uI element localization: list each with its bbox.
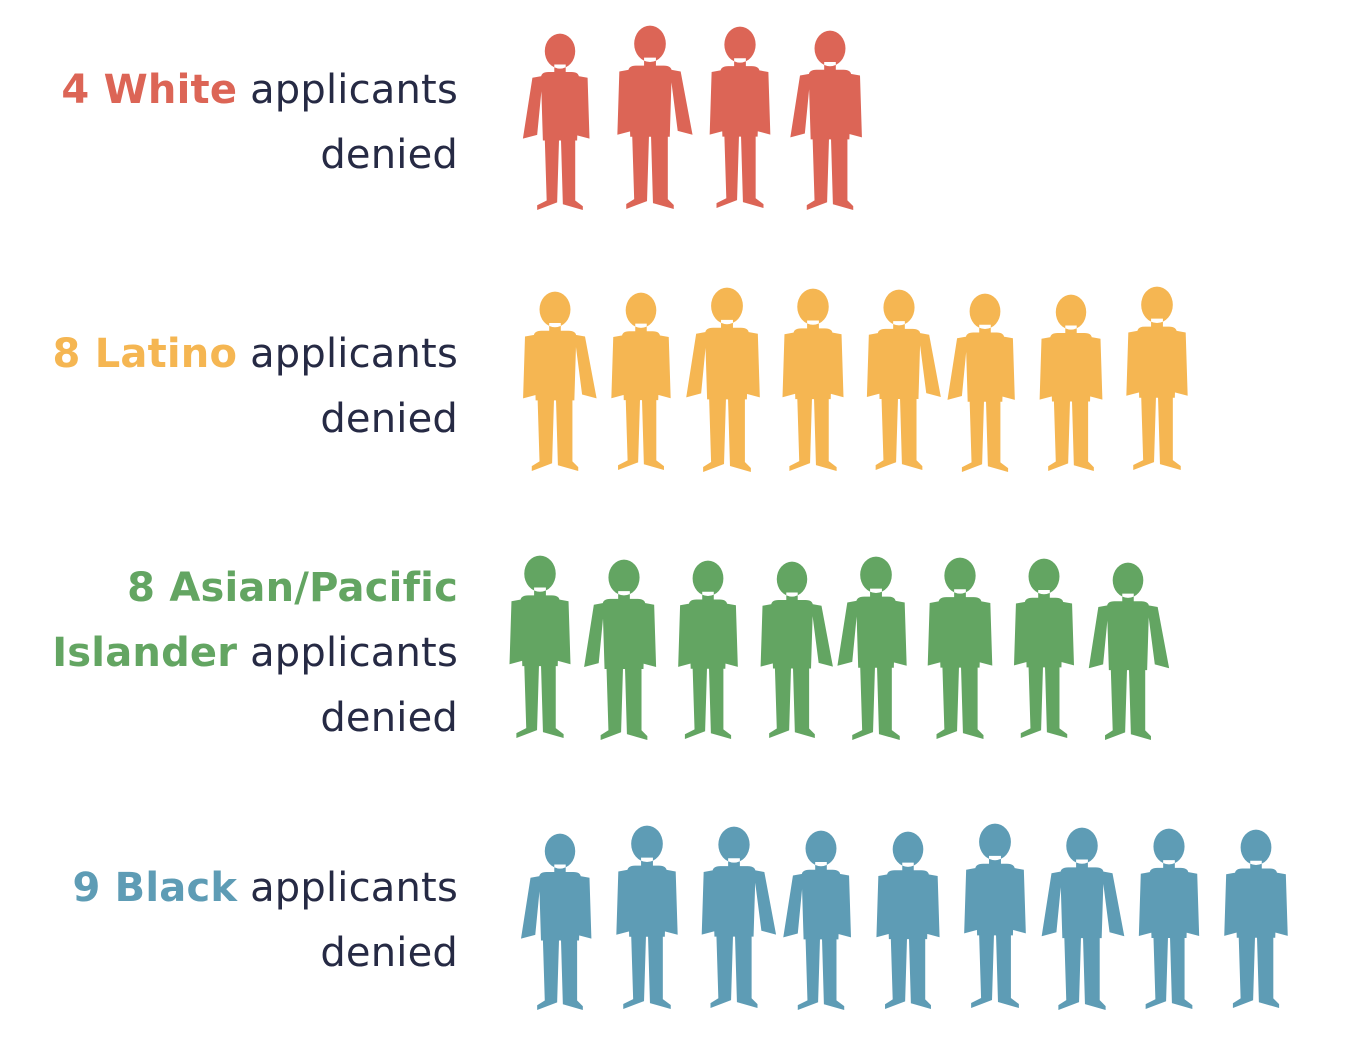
person-icon — [611, 292, 671, 470]
person-icon — [678, 560, 738, 739]
person-icon — [584, 559, 657, 740]
group-label-latino: 8 Latino applicants denied — [52, 331, 458, 442]
person-icon — [509, 555, 571, 738]
group-highlight-asian: 8 Asian/Pacific — [127, 565, 458, 611]
denied-text: denied — [320, 930, 458, 976]
person-icon — [523, 291, 597, 471]
person-icon — [520, 833, 592, 1010]
person-icon — [964, 823, 1026, 1008]
person-icon — [782, 288, 844, 471]
group-label-asian-pacific-islander: 8 Asian/Pacific Islander applicants deni… — [52, 565, 458, 741]
person-icon — [1014, 558, 1074, 738]
person-icon — [866, 289, 941, 470]
person-icon — [1088, 562, 1170, 740]
person-icon — [927, 557, 993, 739]
person-icon — [1138, 828, 1200, 1009]
person-icon — [701, 826, 777, 1008]
group-label-black: 9 Black applicants denied — [72, 865, 458, 976]
group-highlight-latino: 8 Latino — [52, 331, 238, 377]
person-icon — [1041, 827, 1125, 1010]
person-icon — [760, 561, 833, 738]
person-icon — [686, 287, 760, 472]
group-label-white: 4 White applicants denied — [61, 67, 458, 178]
person-icon — [1039, 294, 1103, 471]
person-icon — [522, 33, 590, 210]
group-highlight-islander: Islander — [52, 630, 238, 676]
person-icon — [709, 26, 771, 209]
person-icon — [837, 556, 907, 740]
person-icon — [1224, 829, 1288, 1008]
person-icon — [617, 25, 693, 209]
person-icon — [616, 825, 678, 1009]
denied-text: denied — [320, 132, 458, 178]
denied-text: denied — [320, 396, 458, 442]
person-icon — [1126, 286, 1188, 470]
group-highlight-white: 4 White — [61, 67, 238, 113]
person-icon — [876, 831, 940, 1009]
person-icon — [947, 293, 1015, 472]
person-icon — [783, 830, 851, 1010]
person-icon — [790, 30, 862, 210]
denied-text: denied — [320, 695, 458, 741]
group-highlight-black: 9 Black — [72, 865, 238, 911]
